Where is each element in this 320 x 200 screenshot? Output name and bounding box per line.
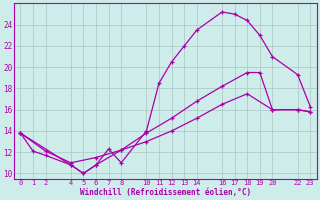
X-axis label: Windchill (Refroidissement éolien,°C): Windchill (Refroidissement éolien,°C) [80, 188, 251, 197]
